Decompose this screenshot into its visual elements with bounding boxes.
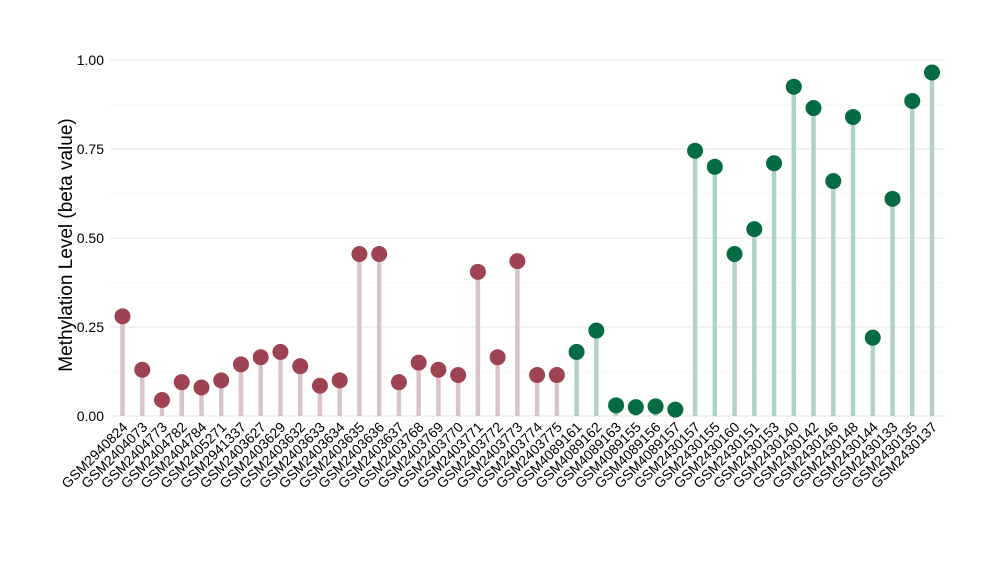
lollipop-point — [667, 401, 684, 418]
lollipop-point — [134, 361, 151, 378]
lollipop-point — [331, 372, 348, 389]
y-tick-labels: 0.00 0.25 0.50 0.75 1.00 — [77, 52, 104, 424]
y-tick-label: 0.50 — [77, 230, 104, 246]
lollipop-point — [430, 361, 447, 378]
lollipop-point — [193, 379, 210, 396]
lollipop-point — [884, 190, 901, 207]
lollipop-point — [746, 221, 763, 238]
lollipop-point — [529, 367, 546, 384]
x-tick-labels: GSM2940824GSM2404073GSM2404773GSM2404782… — [58, 419, 940, 492]
lollipop-point — [509, 253, 526, 270]
lollipop-point — [311, 377, 328, 394]
y-tick-label: 0.25 — [77, 319, 104, 335]
lollipop-point — [568, 343, 585, 360]
lollipop-point — [351, 246, 368, 263]
stems — [120, 72, 935, 416]
y-tick-label: 0.75 — [77, 141, 104, 157]
lollipop-point — [371, 246, 388, 263]
lollipop-point — [924, 64, 940, 81]
lollipop-point — [292, 358, 309, 375]
lollipop-point — [114, 308, 131, 325]
lollipop-point — [687, 142, 704, 159]
lollipop-point — [766, 155, 783, 172]
lollipop-point — [706, 158, 723, 175]
lollipop-point — [390, 374, 407, 391]
lollipop-point — [548, 367, 565, 384]
lollipop-point — [450, 367, 467, 384]
points — [114, 64, 940, 418]
lollipop-point — [272, 343, 289, 360]
lollipop-point — [726, 246, 743, 263]
lollipop-point — [647, 398, 664, 415]
lollipop-point — [845, 108, 862, 125]
y-tick-label: 1.00 — [77, 52, 104, 68]
lollipop-point — [410, 354, 427, 371]
lollipop-point — [489, 349, 506, 366]
lollipop-point — [232, 356, 249, 373]
lollipop-point — [904, 92, 921, 109]
lollipop-point — [785, 78, 802, 95]
lollipop-point — [608, 397, 625, 414]
lollipop-point — [153, 391, 170, 408]
lollipop-point — [213, 372, 230, 389]
lollipop-point — [627, 399, 644, 416]
y-tick-label: 0.00 — [77, 408, 104, 424]
lollipop-point — [588, 322, 605, 339]
lollipop-point — [864, 329, 881, 346]
grid — [110, 59, 945, 417]
y-axis-title: Methylation Level (beta value) — [56, 118, 77, 371]
lollipop-point — [173, 374, 190, 391]
lollipop-point — [825, 173, 842, 190]
lollipop-point — [469, 263, 486, 280]
lollipop-point — [252, 349, 269, 366]
lollipop-point — [805, 100, 822, 117]
